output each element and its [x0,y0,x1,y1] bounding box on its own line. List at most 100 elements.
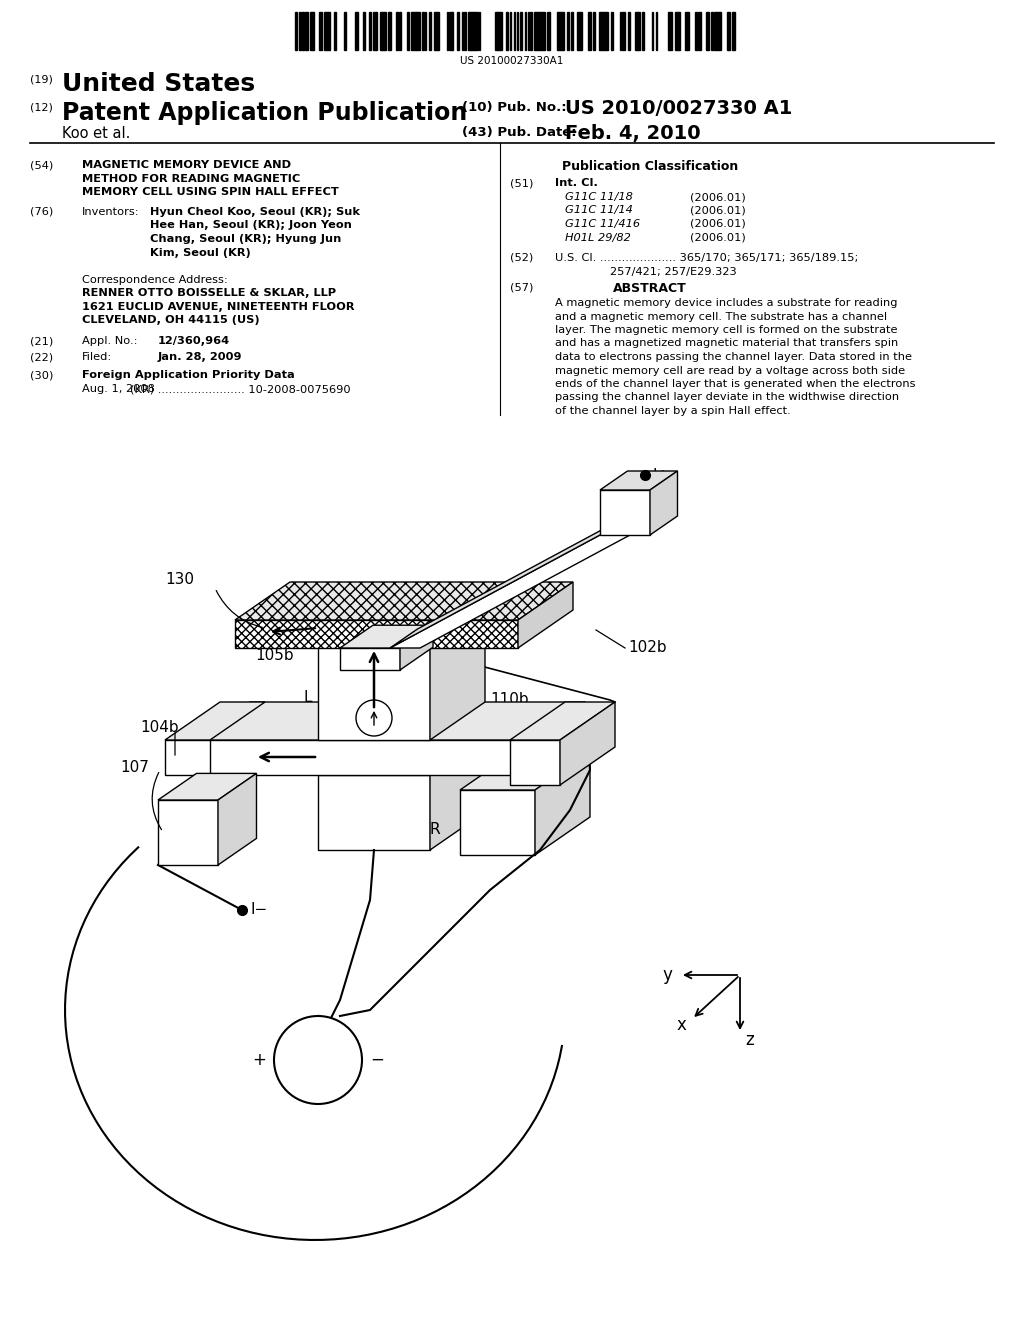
Polygon shape [218,774,256,865]
Text: (57): (57) [510,282,534,292]
Polygon shape [600,471,678,490]
Bar [457,12,459,50]
Polygon shape [158,774,256,800]
Circle shape [356,700,392,737]
Bar [328,12,330,50]
Text: H01L 29/82: H01L 29/82 [565,232,631,243]
Text: Patent Application Publication: Patent Application Publication [62,102,467,125]
Text: Correspondence Address:: Correspondence Address: [82,275,227,285]
Bar [449,12,451,50]
Bar [537,12,540,50]
Text: and has a magnetized magnetic material that transfers spin: and has a magnetized magnetic material t… [555,338,898,348]
Bar [540,12,542,50]
Polygon shape [560,702,615,785]
Bar [326,12,328,50]
Polygon shape [318,775,430,850]
Bar [642,12,644,50]
Text: 1621 EUCLID AVENUE, NINETEENTH FLOOR: 1621 EUCLID AVENUE, NINETEENTH FLOOR [82,301,354,312]
Bar [334,12,336,50]
Text: Filed:: Filed: [82,352,113,362]
Bar [560,12,563,50]
Text: US 2010/0027330 A1: US 2010/0027330 A1 [565,99,793,117]
Bar [675,12,678,50]
Bar [687,12,689,50]
Polygon shape [195,702,585,741]
Text: MEMORY CELL USING SPIN HALL EFFECT: MEMORY CELL USING SPIN HALL EFFECT [82,187,339,197]
Polygon shape [165,702,265,741]
Bar [464,12,466,50]
Text: G11C 11/14: G11C 11/14 [565,206,633,215]
Text: (21): (21) [30,337,53,346]
Text: (43) Pub. Date:: (43) Pub. Date: [462,125,577,139]
Text: (51): (51) [510,178,534,187]
Polygon shape [535,752,590,855]
Bar [310,12,312,50]
Text: ends of the channel layer that is generated when the electrons: ends of the channel layer that is genera… [555,379,915,389]
Polygon shape [318,737,485,775]
Bar [571,12,573,50]
Polygon shape [390,516,628,648]
Text: 102b: 102b [628,640,667,656]
Text: 107: 107 [120,760,148,776]
Text: data to electrons passing the channel layer. Data stored in the: data to electrons passing the channel la… [555,352,912,362]
Text: RENNER OTTO BOISSELLE & SKLAR, LLP: RENNER OTTO BOISSELLE & SKLAR, LLP [82,288,336,298]
Text: METHOD FOR READING MAGNETIC: METHOD FOR READING MAGNETIC [82,173,300,183]
Text: z: z [745,1031,754,1049]
Bar [476,12,478,50]
Polygon shape [400,626,433,671]
Circle shape [274,1016,362,1104]
Text: (54): (54) [30,160,53,170]
Bar [414,12,416,50]
Bar [429,12,431,50]
Text: I−: I− [250,903,267,917]
Bar [685,12,687,50]
Bar [295,12,297,50]
Bar [698,12,701,50]
Text: Appl. No.:: Appl. No.: [82,337,137,346]
Bar [434,12,437,50]
Bar [535,12,537,50]
Text: Koo et al.: Koo et al. [62,125,130,141]
Polygon shape [340,626,433,648]
Text: (76): (76) [30,207,53,216]
Bar [719,12,721,50]
Polygon shape [600,490,650,535]
Bar [411,12,414,50]
Polygon shape [530,702,585,775]
Polygon shape [430,737,485,850]
Text: L: L [304,690,312,705]
Text: magnetic memory cell are read by a voltage across both side: magnetic memory cell are read by a volta… [555,366,905,375]
Bar [623,12,625,50]
Bar [714,12,716,50]
Text: Kim, Seoul (KR): Kim, Seoul (KR) [150,248,251,257]
Bar [716,12,719,50]
Text: United States: United States [62,73,255,96]
Bar [506,12,508,50]
Bar [604,12,607,50]
Bar [711,12,713,50]
Text: 12/360,964: 12/360,964 [158,337,230,346]
Text: G11C 11/416: G11C 11/416 [565,219,640,228]
Text: 130: 130 [165,573,194,587]
Text: 105b: 105b [255,648,294,663]
Bar [530,12,532,50]
Bar [369,12,371,50]
Bar [468,12,470,50]
Bar [382,12,385,50]
Text: R: R [430,822,440,837]
Text: and a magnetic memory cell. The substrate has a channel: and a magnetic memory cell. The substrat… [555,312,887,322]
Bar [670,12,672,50]
Text: (22): (22) [30,352,53,362]
Text: Hyun Cheol Koo, Seoul (KR); Suk: Hyun Cheol Koo, Seoul (KR); Suk [150,207,360,216]
Polygon shape [318,640,430,741]
Polygon shape [460,752,590,789]
Bar [380,12,382,50]
Bar [422,12,424,50]
Text: ABSTRACT: ABSTRACT [613,282,687,294]
Text: layer. The magnetic memory cell is formed on the substrate: layer. The magnetic memory cell is forme… [555,325,897,335]
Bar [471,12,473,50]
Text: (10) Pub. No.:: (10) Pub. No.: [462,102,566,114]
Text: +: + [252,1051,266,1069]
Bar [706,12,708,50]
Text: Feb. 4, 2010: Feb. 4, 2010 [565,124,700,143]
